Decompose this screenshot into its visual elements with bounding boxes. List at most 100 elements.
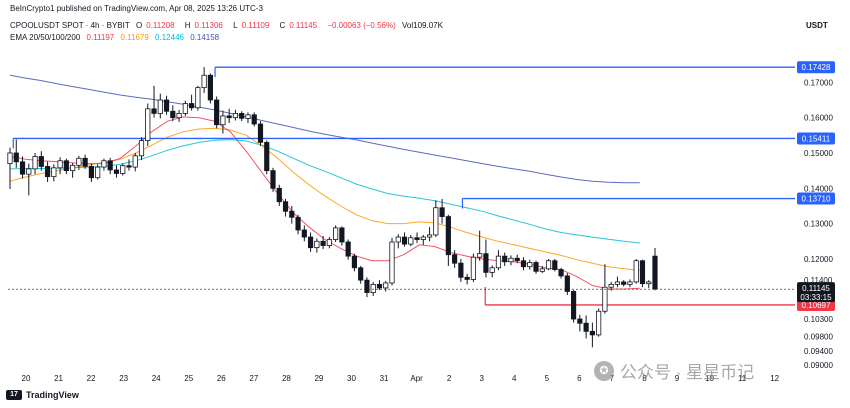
candle-body: [270, 170, 276, 189]
candle-body: [101, 160, 107, 168]
candle-body: [163, 99, 170, 112]
candle-body: [51, 167, 57, 178]
candle-body: [633, 260, 639, 283]
candle-body: [220, 115, 226, 126]
price-axis[interactable]: 0.17000 0.16000 0.15000 0.14000 0.13000 0.120…: [804, 78, 833, 370]
candle-body: [495, 255, 502, 269]
candle-body: [301, 229, 307, 238]
candle-body: [276, 187, 282, 203]
candle-body: [583, 322, 589, 332]
price-tick-label: 0.17000: [804, 78, 833, 87]
open-value: O 0.11208: [135, 21, 175, 30]
candle-body: [314, 240, 320, 249]
candle-body: [646, 281, 652, 285]
level-tag: [797, 132, 835, 145]
candle-body: [170, 110, 176, 119]
time-axis[interactable]: 20 21 22 23 24 25 26 27 28 29 30 31 Apr 2 3 4 5 6 7 8 9 10 11 1…: [22, 374, 780, 383]
candle-body: [520, 260, 527, 268]
candle-body: [452, 254, 458, 264]
watermark: ✪ 公众号 · 星星币记: [594, 358, 754, 383]
time-tick-label: 3: [479, 374, 484, 383]
candle-body: [226, 115, 232, 119]
time-tick-label: 26: [217, 374, 226, 383]
candle-body: [652, 255, 658, 290]
candle-body: [113, 169, 120, 174]
candle-body: [370, 283, 376, 293]
level-tag: [797, 192, 835, 205]
candle-body: [95, 166, 101, 179]
time-tick-label: 2: [447, 374, 452, 383]
candle-body: [470, 256, 476, 280]
candle-body: [7, 152, 13, 164]
candle-body: [401, 236, 408, 245]
candle-body: [602, 286, 608, 312]
candle-body: [44, 166, 51, 178]
candle-body: [376, 283, 383, 289]
price-tick-label: 0.09400: [804, 347, 833, 356]
ema-legend[interactable]: EMA 20/50/100/200 0.11197 0.11679 0.1244…: [10, 33, 223, 42]
candle-body: [477, 253, 483, 258]
candle-body: [414, 237, 420, 240]
ema50-line: [9, 127, 640, 271]
wechat-icon: ✪: [594, 360, 614, 381]
ema20-line: [9, 116, 640, 290]
candle-body: [107, 160, 113, 171]
watermark-text: 公众号 · 星星币记: [620, 363, 755, 382]
ema-label: EMA 20/50/100/200: [10, 33, 81, 42]
candle-body: [395, 236, 401, 243]
candle-body: [32, 156, 38, 170]
tradingview-brand: TradingView: [26, 390, 79, 400]
symbol-text[interactable]: CPOOLUSDT SPOT · 4h · BYBIT: [10, 21, 130, 30]
time-tick-label: 25: [184, 374, 193, 383]
low-value: L 0.11109: [233, 21, 270, 30]
time-tick-label: 31: [380, 374, 389, 383]
candle-body: [564, 275, 570, 292]
time-tick-label: 4: [512, 374, 517, 383]
candles: [7, 67, 658, 348]
price-tags: 0.17428 0.15411 0.13710 0.10697 0.1114503:33…: [797, 61, 835, 311]
candle-body: [239, 113, 245, 119]
time-tick-label: Apr: [410, 374, 423, 383]
price-tick-label: 0.15000: [804, 149, 833, 158]
candle-body: [295, 216, 301, 231]
time-tick-label: 7: [610, 374, 615, 383]
candle-body: [232, 113, 239, 119]
price-tick-label: 0.11400: [804, 276, 833, 285]
candle-body: [514, 257, 520, 262]
candle-body: [571, 291, 577, 320]
time-tick-label: 10: [705, 374, 714, 383]
candle-body: [614, 281, 621, 285]
candle-body: [126, 165, 132, 168]
candle-body: [533, 262, 539, 272]
time-tick-label: 30: [347, 374, 356, 383]
candle-body: [289, 210, 295, 218]
tradingview-logo-icon: 17: [6, 390, 22, 400]
candle-body: [214, 99, 220, 126]
candle-body: [182, 103, 188, 114]
price-tick-label: 0.12000: [804, 255, 833, 264]
publisher-text: BeInCrypto1 published on TradingView.com…: [10, 4, 263, 13]
candle-body: [333, 227, 339, 240]
tradingview-footer[interactable]: 17 TradingView: [6, 390, 79, 400]
time-tick-label: 12: [770, 374, 779, 383]
symbol-line: CPOOLUSDT SPOT · 4h · BYBIT O 0.11208 H 0.…: [10, 21, 447, 30]
candle-body: [358, 267, 364, 281]
candle-body: [508, 257, 514, 263]
level-tag-label: 0.13710: [802, 195, 831, 204]
close-value: C 0.11145: [279, 21, 318, 30]
candle-body: [38, 156, 44, 167]
ema200-line: [9, 74, 640, 184]
candle-body: [389, 241, 395, 284]
candle-body: [176, 113, 182, 119]
candle-body: [189, 103, 195, 109]
candle-body: [82, 157, 88, 167]
time-tick-label: 9: [675, 374, 680, 383]
candle-body: [639, 260, 646, 285]
candle-body: [577, 318, 583, 324]
candle-body: [596, 310, 602, 336]
current-price-tag: [797, 282, 835, 303]
candle-body: [320, 240, 326, 246]
candle-body: [207, 74, 213, 101]
level-tag-label: 0.15411: [802, 134, 831, 143]
